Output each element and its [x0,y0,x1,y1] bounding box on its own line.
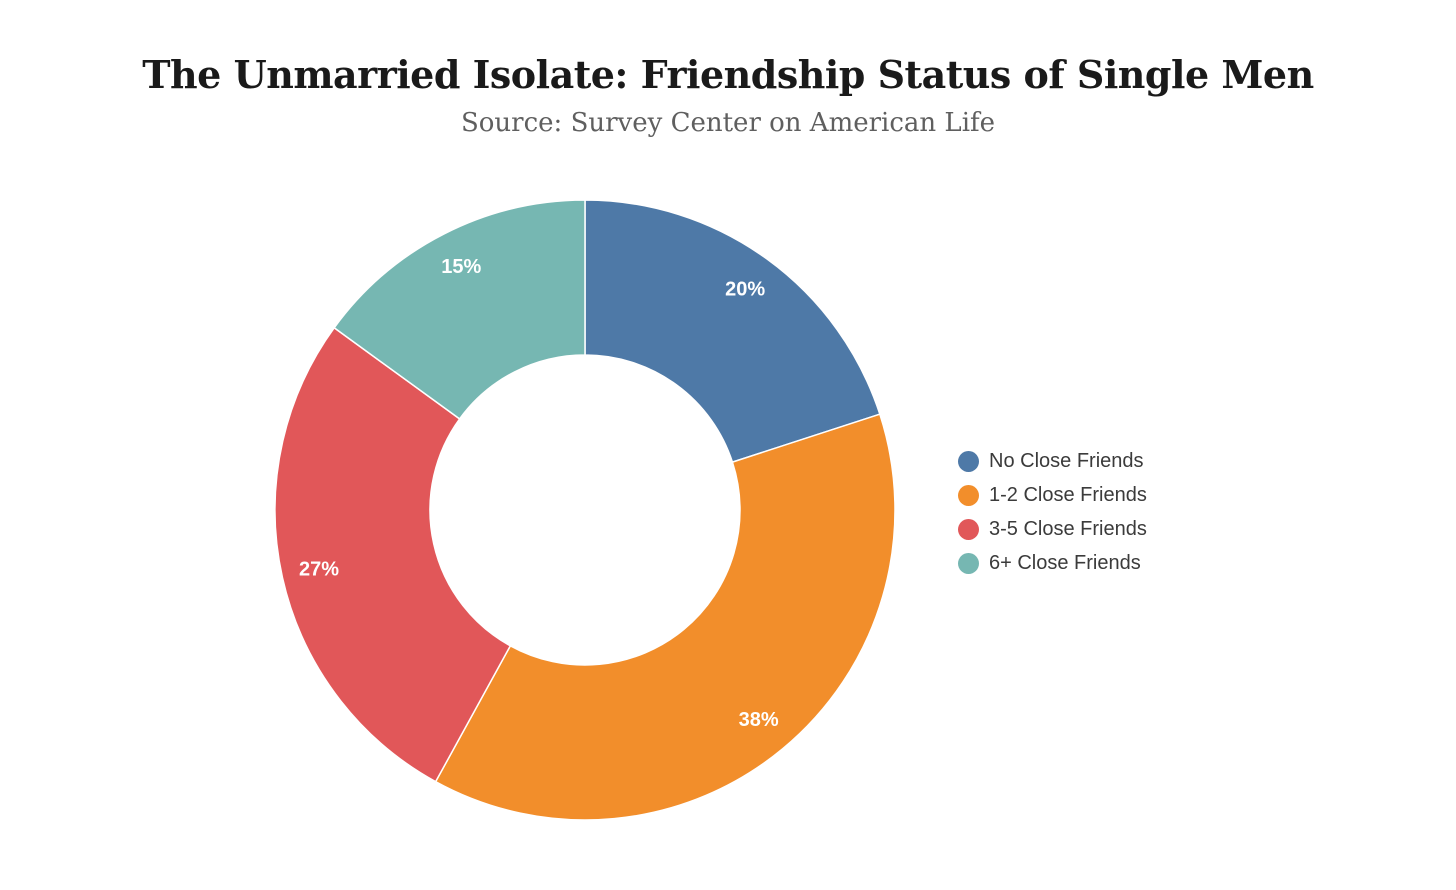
data-label-6-plus-close-friends: 15% [441,256,481,278]
legend-label: 3-5 Close Friends [989,517,1147,540]
slice-no-close-friends[interactable] [584,199,881,464]
data-label-no-close-friends: 20% [725,279,765,301]
legend-swatch [958,518,979,540]
data-labels-group: 20% 38% 27% 15% [299,256,779,731]
legend-item-no-close-friends[interactable]: No Close Friends [958,444,1147,478]
data-label-1-2-close-friends: 38% [739,709,779,731]
legend-label: No Close Friends [989,449,1144,472]
chart-title: The Unmarried Isolate: Friendship Status… [142,52,1314,97]
legend-swatch [958,484,979,506]
slices-group [274,199,896,821]
legend-swatch [958,552,979,574]
slice-6-plus-close-friends[interactable] [333,199,586,420]
chart-subtitle: Source: Survey Center on American Life [460,108,996,138]
legend-swatch [958,450,979,472]
data-label-3-5-close-friends: 27% [299,558,339,580]
legend-item-3-5-close-friends[interactable]: 3-5 Close Friends [958,512,1147,546]
slice-3-5-close-friends[interactable] [274,326,512,783]
legend-label: 6+ Close Friends [989,551,1141,574]
slice-1-2-close-friends[interactable] [434,413,896,821]
legend: No Close Friends 1-2 Close Friends 3-5 C… [958,444,1147,580]
legend-item-1-2-close-friends[interactable]: 1-2 Close Friends [958,478,1147,512]
legend-label: 1-2 Close Friends [989,483,1147,506]
legend-item-6-plus-close-friends[interactable]: 6+ Close Friends [958,546,1147,580]
